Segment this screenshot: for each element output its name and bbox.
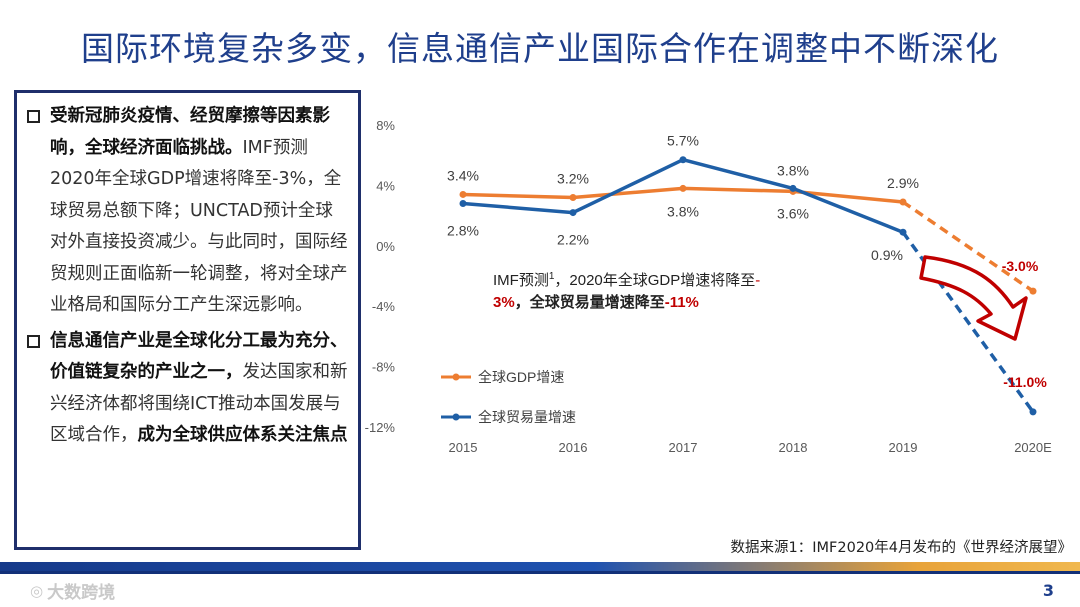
bullet-ict-heading: 信息通信产业是全球化分工最为充分、价值链复杂的产业之一， (50, 330, 348, 383)
gdp-legend-label: 全球GDP增速 (478, 369, 564, 385)
bullet-ict-text: 信息通信产业是全球化分工最为充分、价值链复杂的产业之一，发达国家和新兴经济体都将… (50, 326, 350, 452)
annotation-fragment: -11% (665, 294, 699, 311)
trade-point (679, 156, 687, 164)
x-tick-label: 2016 (559, 440, 588, 455)
gdp-data-label: 3.4% (447, 167, 479, 183)
gdp-data-label: -3.0% (1002, 258, 1039, 274)
annotation-fragment: IMF预测 (493, 272, 549, 289)
trade-point (459, 200, 467, 208)
x-tick-label: 2019 (889, 440, 918, 455)
bullet-economy-heading: 受新冠肺炎疫情、经贸摩擦等因素影响，全球经济面临挑战。 (50, 106, 330, 158)
gdp-data-label: 3.2% (557, 170, 589, 186)
bullet-ict-tail: 成为全球供应体系关注焦点 (137, 425, 348, 445)
trade-point (569, 209, 577, 217)
trade-legend-label: 全球贸易量增速 (478, 409, 576, 425)
trade-data-label: 0.9% (871, 247, 903, 263)
growth-line-chart: 8% 4% 0% -4% -8% -12% 2015 2016 2017 2018 2019 2020… (365, 118, 1052, 455)
y-tick-label: 4% (376, 178, 395, 193)
brand-name: 大数跨境 (47, 583, 116, 603)
gdp-point (679, 184, 687, 192)
gdp-point (569, 193, 577, 201)
y-tick-label: -8% (372, 360, 396, 375)
footer-band (0, 562, 1080, 571)
source-note: 数据来源1：IMF2020年4月发布的《世界经济展望》 (730, 540, 1072, 556)
annotation-fragment: - (755, 272, 760, 289)
annotation-fragment: 3% (493, 294, 515, 311)
gdp-data-label: 3.6% (777, 205, 809, 221)
decline-arrow-icon (919, 255, 1028, 341)
annotation-line-1: IMF预测1，2020年全球GDP增速将降至- (493, 271, 760, 289)
gdp-projection-line (902, 200, 1034, 293)
x-tick-label: 2020E (1014, 440, 1052, 455)
y-tick-label: 0% (376, 239, 395, 254)
annotation-fragment: 1 (549, 271, 555, 282)
y-tick-label: -4% (372, 299, 396, 314)
gdp-data-label: 3.8% (667, 203, 699, 219)
trade-legend-marker (452, 413, 460, 421)
brand-watermark: ◎ 大数跨境 (30, 578, 116, 604)
trade-data-label: 5.7% (667, 133, 699, 149)
footer-line (0, 571, 1080, 574)
annotation-fragment: ，2020年全球GDP增速将降至 (554, 271, 755, 289)
trade-data-label: -11.0% (1003, 374, 1047, 390)
trade-point (1029, 408, 1037, 416)
annotation-line-2: 3%，全球贸易量增速降至-11% (493, 293, 699, 311)
x-tick-label: 2017 (669, 440, 698, 455)
trade-point (899, 228, 907, 236)
square-bullet-icon (27, 334, 40, 348)
bullet-economy-body: IMF预测2020年全球GDP增速将降至-3%，全球贸易总额下降；UNCTAD预… (50, 137, 348, 316)
annotation-fragment: ，全球贸易量增速降至 (515, 293, 665, 311)
gdp-data-label: 2.9% (887, 175, 919, 191)
trade-data-label: 2.8% (447, 223, 479, 239)
brand-logo-icon: ◎ (30, 581, 44, 600)
y-tick-label: 8% (376, 118, 395, 133)
gdp-point (1029, 287, 1037, 295)
bullet-ict-body: 发达国家和新兴经济体都将围绕ICT推动本国发展与区域合作， (50, 362, 348, 445)
gdp-point (899, 198, 907, 206)
slide-title: 国际环境复杂多变，信息通信产业国际合作在调整中不断深化 (81, 29, 999, 68)
trade-point (789, 184, 797, 192)
trade-data-label: 2.2% (557, 232, 589, 248)
x-tick-label: 2015 (449, 440, 478, 455)
bullet-economy: 受新冠肺炎疫情、经贸摩擦等因素影响，全球经济面临挑战。IMF预测2020年全球G… (27, 101, 350, 322)
gdp-legend-marker (452, 373, 460, 381)
gdp-point (459, 190, 467, 198)
trade-data-label: 3.8% (777, 162, 809, 178)
page-number: 3 (1042, 581, 1054, 600)
bullet-economy-text: 受新冠肺炎疫情、经贸摩擦等因素影响，全球经济面临挑战。IMF预测2020年全球G… (50, 101, 350, 322)
y-tick-label: -12% (365, 420, 395, 435)
summary-panel: 受新冠肺炎疫情、经贸摩擦等因素影响，全球经济面临挑战。IMF预测2020年全球G… (14, 90, 361, 550)
bullet-ict: 信息通信产业是全球化分工最为充分、价值链复杂的产业之一，发达国家和新兴经济体都将… (27, 326, 350, 452)
square-bullet-icon (27, 110, 40, 123)
x-tick-label: 2018 (779, 440, 808, 455)
